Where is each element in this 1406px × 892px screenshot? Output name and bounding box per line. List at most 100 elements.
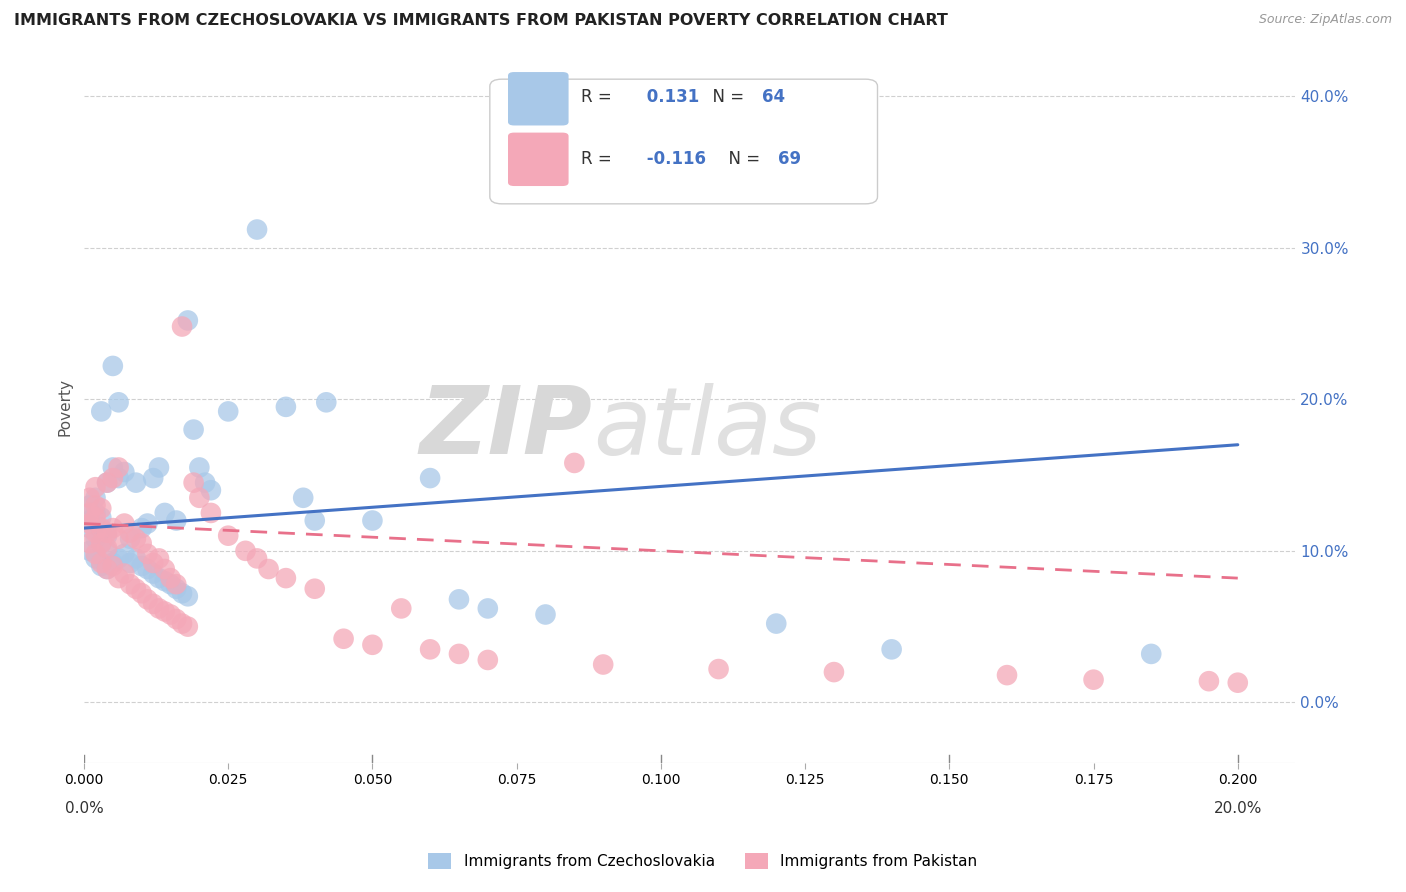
Point: [79, 536, 101, 550]
Point: [765, 616, 787, 631]
Text: R =: R =: [581, 150, 612, 168]
Point: [304, 582, 326, 596]
Point: [107, 471, 129, 485]
Point: [101, 471, 124, 485]
Point: [534, 607, 557, 622]
Point: [194, 475, 217, 490]
Point: [79, 491, 101, 505]
Text: 69: 69: [778, 150, 801, 168]
Point: [136, 547, 159, 561]
Point: [84, 516, 107, 531]
Point: [995, 668, 1018, 682]
Point: [246, 551, 269, 566]
Point: [120, 556, 142, 570]
Point: [136, 516, 159, 531]
Point: [257, 562, 280, 576]
Text: ZIP: ZIP: [420, 383, 593, 475]
Point: [165, 514, 187, 528]
Point: [707, 662, 730, 676]
Point: [1083, 673, 1105, 687]
Point: [235, 544, 257, 558]
Point: [148, 551, 170, 566]
Point: [90, 525, 112, 540]
Text: 20.0%: 20.0%: [1213, 801, 1263, 816]
Text: -0.116: -0.116: [641, 150, 706, 168]
Point: [419, 471, 441, 485]
Point: [477, 601, 499, 615]
Point: [142, 556, 165, 570]
Point: [107, 532, 129, 546]
Text: R =: R =: [581, 88, 612, 106]
Point: [165, 582, 187, 596]
Point: [142, 597, 165, 611]
Point: [142, 566, 165, 581]
Point: [148, 571, 170, 585]
Legend: Immigrants from Czechoslovakia, Immigrants from Pakistan: Immigrants from Czechoslovakia, Immigran…: [422, 847, 984, 875]
Point: [246, 222, 269, 236]
Point: [101, 559, 124, 574]
Point: [107, 551, 129, 566]
Point: [112, 516, 135, 531]
Point: [90, 510, 112, 524]
Text: 0.131: 0.131: [641, 88, 700, 106]
Point: [96, 562, 118, 576]
Point: [188, 460, 211, 475]
Point: [120, 525, 142, 540]
Point: [96, 541, 118, 555]
Point: [84, 547, 107, 561]
Point: [142, 471, 165, 485]
Point: [159, 571, 181, 585]
Point: [96, 475, 118, 490]
Point: [361, 638, 384, 652]
Point: [84, 532, 107, 546]
Point: [79, 544, 101, 558]
Point: [125, 582, 148, 596]
Text: N =: N =: [702, 88, 749, 106]
Point: [170, 586, 193, 600]
Point: [84, 551, 107, 566]
Point: [112, 547, 135, 561]
Point: [477, 653, 499, 667]
Point: [170, 319, 193, 334]
Point: [90, 556, 112, 570]
Point: [419, 642, 441, 657]
Point: [84, 510, 107, 524]
Point: [120, 532, 142, 546]
Point: [170, 616, 193, 631]
Point: [274, 400, 297, 414]
Point: [823, 665, 845, 679]
Point: [1226, 675, 1249, 690]
Point: [101, 359, 124, 373]
Point: [112, 566, 135, 581]
Point: [90, 501, 112, 516]
Point: [159, 607, 181, 622]
Text: N =: N =: [717, 150, 765, 168]
Point: [120, 577, 142, 591]
Point: [562, 456, 585, 470]
Point: [159, 577, 181, 591]
Point: [131, 536, 153, 550]
Point: [90, 536, 112, 550]
FancyBboxPatch shape: [508, 72, 568, 126]
Text: 64: 64: [762, 88, 786, 106]
Point: [84, 480, 107, 494]
Point: [177, 590, 200, 604]
Text: Source: ZipAtlas.com: Source: ZipAtlas.com: [1258, 13, 1392, 27]
Point: [84, 506, 107, 520]
Point: [880, 642, 903, 657]
Point: [131, 586, 153, 600]
FancyBboxPatch shape: [508, 133, 568, 186]
Point: [90, 559, 112, 574]
Point: [131, 521, 153, 535]
Point: [361, 514, 384, 528]
Point: [165, 577, 187, 591]
Point: [1198, 674, 1220, 689]
Point: [90, 536, 112, 550]
Point: [200, 506, 222, 520]
Point: [165, 612, 187, 626]
Point: [188, 491, 211, 505]
Point: [79, 506, 101, 520]
Point: [136, 562, 159, 576]
Point: [148, 601, 170, 615]
Point: [96, 529, 118, 543]
